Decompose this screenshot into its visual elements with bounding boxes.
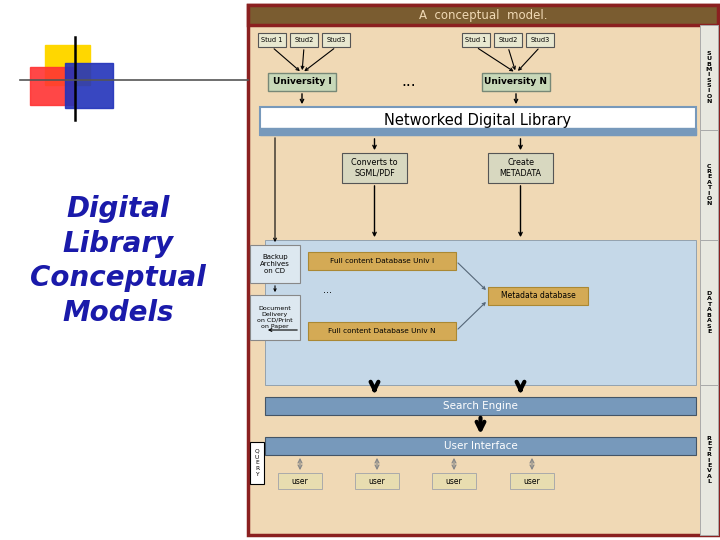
- Bar: [322, 33, 350, 47]
- Text: R
E
T
R
I
E
V
A
L: R E T R I E V A L: [706, 436, 711, 484]
- Bar: [700, 25, 718, 130]
- Bar: [494, 33, 522, 47]
- Text: Full content Database Univ I: Full content Database Univ I: [330, 258, 434, 264]
- Text: A  conceptual  model.: A conceptual model.: [419, 9, 547, 22]
- Bar: [65, 63, 113, 108]
- Bar: [308, 322, 456, 340]
- Bar: [432, 473, 476, 489]
- Text: Stud3: Stud3: [326, 37, 346, 43]
- Text: ...: ...: [402, 75, 416, 90]
- Bar: [248, 5, 718, 535]
- Text: user: user: [446, 476, 462, 485]
- Text: Stud 1: Stud 1: [261, 37, 283, 43]
- Text: Create
METADATA: Create METADATA: [500, 158, 541, 178]
- Bar: [260, 107, 696, 135]
- Bar: [265, 437, 696, 455]
- Bar: [250, 442, 264, 484]
- Bar: [248, 5, 718, 25]
- Bar: [290, 33, 318, 47]
- Bar: [265, 397, 696, 415]
- Bar: [526, 33, 554, 47]
- Bar: [260, 128, 696, 135]
- Bar: [342, 153, 407, 183]
- Bar: [488, 153, 553, 183]
- Text: Digital
Library
Conceptual
Models: Digital Library Conceptual Models: [30, 195, 206, 327]
- Bar: [482, 73, 550, 91]
- Text: Backup
Archives
on CD: Backup Archives on CD: [260, 254, 290, 274]
- Bar: [700, 240, 718, 385]
- Text: Stud2: Stud2: [294, 37, 314, 43]
- Text: Stud2: Stud2: [498, 37, 518, 43]
- Text: user: user: [292, 476, 308, 485]
- Bar: [45, 45, 90, 85]
- Bar: [250, 295, 300, 340]
- Bar: [268, 73, 336, 91]
- Text: Networked Digital Library: Networked Digital Library: [384, 113, 572, 129]
- Text: University I: University I: [273, 78, 331, 86]
- Text: Metadata database: Metadata database: [500, 292, 575, 300]
- Text: Q
U
E
R
Y: Q U E R Y: [255, 449, 259, 477]
- Text: Converts to
SGML/PDF: Converts to SGML/PDF: [351, 158, 398, 178]
- Bar: [510, 473, 554, 489]
- Text: ...: ...: [323, 285, 333, 295]
- Bar: [355, 473, 399, 489]
- Bar: [308, 252, 456, 270]
- Text: Document
Delivery
on CD/Print
on Paper: Document Delivery on CD/Print on Paper: [257, 306, 293, 329]
- Text: D
A
T
A
B
A
S
E: D A T A B A S E: [706, 291, 711, 334]
- Bar: [488, 287, 588, 305]
- Text: Search Engine: Search Engine: [443, 401, 518, 411]
- Bar: [265, 240, 696, 385]
- Text: S
U
B
M
I
S
S
I
O
N: S U B M I S S I O N: [706, 51, 712, 104]
- Bar: [258, 33, 286, 47]
- Bar: [278, 473, 322, 489]
- Text: University N: University N: [485, 78, 547, 86]
- Text: User Interface: User Interface: [444, 441, 518, 451]
- Text: user: user: [523, 476, 541, 485]
- Bar: [30, 67, 75, 105]
- Text: Stud 1: Stud 1: [465, 37, 487, 43]
- Bar: [700, 130, 718, 240]
- Bar: [700, 385, 718, 535]
- Text: C
R
E
A
T
I
O
N: C R E A T I O N: [706, 164, 711, 206]
- Text: Stud3: Stud3: [531, 37, 549, 43]
- Bar: [250, 245, 300, 283]
- Text: Full content Database Univ N: Full content Database Univ N: [328, 328, 436, 334]
- Bar: [462, 33, 490, 47]
- Text: user: user: [369, 476, 385, 485]
